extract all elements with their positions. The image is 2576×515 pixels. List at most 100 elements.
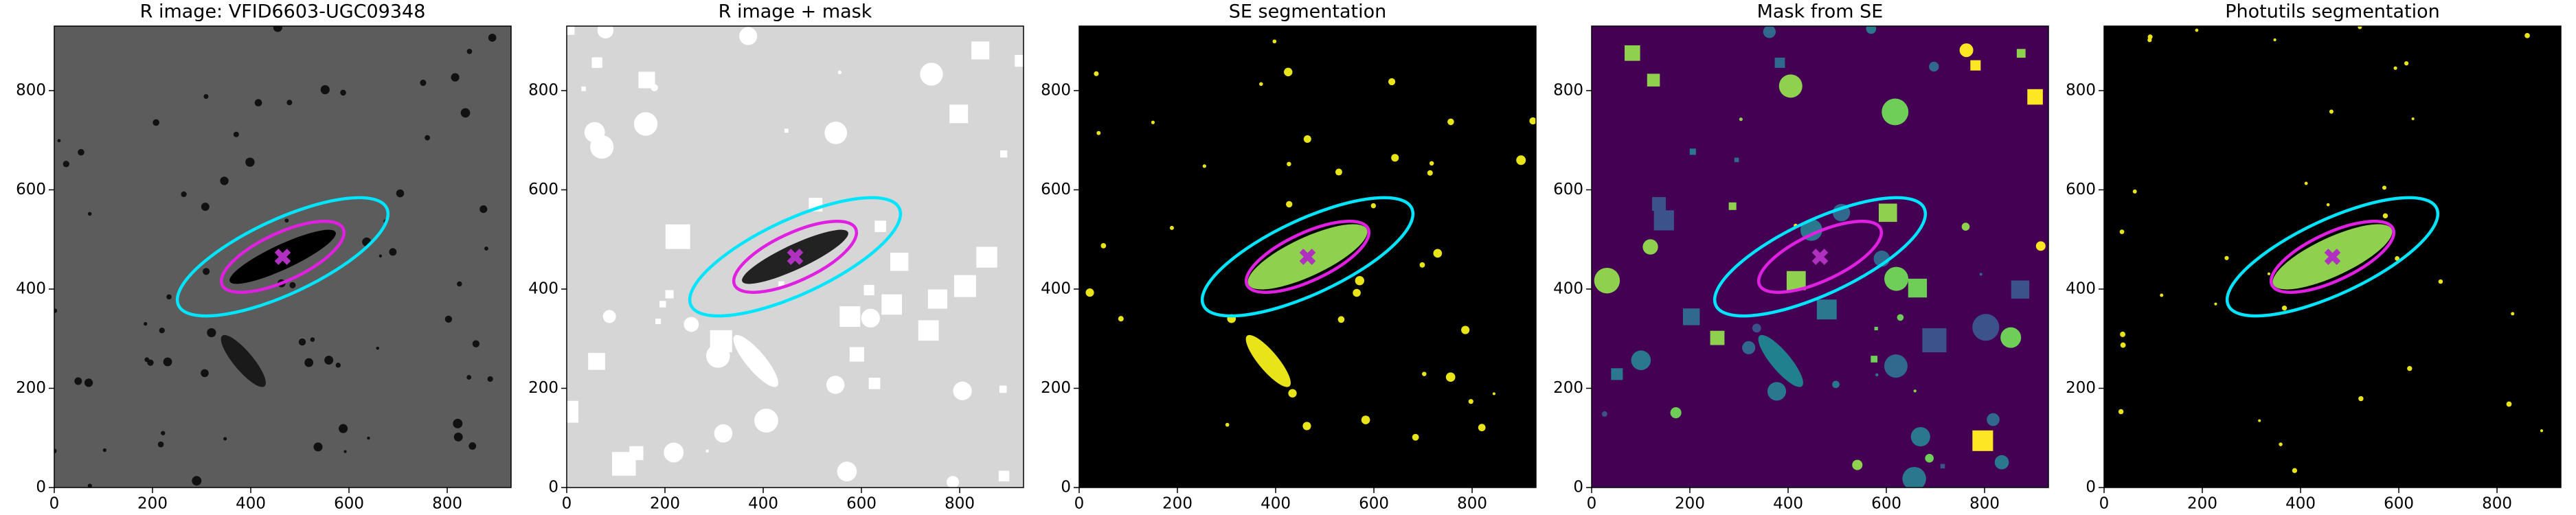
source xyxy=(1433,249,1443,258)
y-tick-label: 0 xyxy=(2086,479,2096,496)
aperture-ellipse xyxy=(219,220,346,294)
source xyxy=(1642,239,1658,255)
x-tick-label: 800 xyxy=(2482,495,2512,513)
source xyxy=(2281,306,2287,311)
source xyxy=(425,135,431,141)
source xyxy=(289,282,296,288)
panel-title: R image: VFID6603-UGC09348 xyxy=(140,1,426,23)
source xyxy=(1094,71,1099,76)
source xyxy=(1884,354,1908,378)
source xyxy=(2224,255,2229,260)
source xyxy=(2118,409,2124,415)
x-tick-label: 200 xyxy=(1162,495,1193,513)
source xyxy=(1884,266,1909,291)
source xyxy=(778,281,784,288)
x-tick-label: 600 xyxy=(1359,495,1389,513)
source xyxy=(2326,203,2330,207)
source xyxy=(78,148,84,156)
source xyxy=(1940,464,1945,469)
source xyxy=(1763,26,1776,38)
source xyxy=(1897,314,1904,321)
source xyxy=(837,461,857,481)
source xyxy=(1422,371,1427,376)
source xyxy=(157,441,164,448)
source xyxy=(1786,271,1806,290)
y-tick-label: 400 xyxy=(528,279,558,297)
y-tick-label: 800 xyxy=(1553,81,1583,99)
source xyxy=(2279,442,2283,446)
source xyxy=(824,122,848,144)
source xyxy=(286,100,293,106)
aperture-ellipse xyxy=(732,220,859,294)
source xyxy=(1874,326,1878,331)
source xyxy=(1925,454,1934,463)
source xyxy=(1778,74,1803,98)
source xyxy=(203,268,210,275)
source xyxy=(87,211,92,216)
source xyxy=(313,442,323,452)
source xyxy=(1800,218,1822,241)
source xyxy=(953,275,976,297)
source xyxy=(1972,430,1993,451)
source xyxy=(1447,118,1454,126)
source xyxy=(1734,157,1739,163)
x-tick-label: 0 xyxy=(49,495,60,513)
source xyxy=(2258,419,2261,422)
source xyxy=(273,26,282,32)
y-tick-label: 0 xyxy=(1573,479,1583,496)
source xyxy=(1970,60,1981,71)
source xyxy=(2120,342,2126,348)
y-tick-label: 200 xyxy=(1553,379,1583,397)
source xyxy=(457,281,462,287)
source xyxy=(1910,426,1930,447)
panel-title: Photutils segmentation xyxy=(2225,1,2440,23)
center-marker xyxy=(1811,249,1829,265)
source xyxy=(927,289,947,309)
companion-galaxy xyxy=(221,334,266,387)
source xyxy=(1259,82,1263,87)
source xyxy=(1689,148,1696,155)
source xyxy=(683,317,699,332)
source xyxy=(57,139,61,143)
y-tick-label: 800 xyxy=(16,81,46,99)
x-tick-label: 800 xyxy=(945,495,975,513)
source xyxy=(1468,399,1473,404)
y-tick-label: 400 xyxy=(2066,279,2096,297)
companion-galaxy xyxy=(733,334,778,387)
source xyxy=(655,319,662,325)
source xyxy=(1445,372,1456,382)
source xyxy=(479,205,488,214)
source xyxy=(826,376,845,394)
source xyxy=(245,157,255,167)
source xyxy=(201,369,209,378)
source xyxy=(1710,330,1725,345)
source xyxy=(881,294,903,315)
source xyxy=(839,306,861,328)
panel: Photutils segmentation 0 200 400 600 800 0 200 4… xyxy=(2066,1,2562,513)
source xyxy=(1225,422,1230,427)
aperture-ellipse xyxy=(1713,196,1928,318)
x-tick-label: 400 xyxy=(1773,495,1803,513)
source xyxy=(706,344,730,368)
source xyxy=(2267,272,2270,275)
x-tick-label: 200 xyxy=(650,495,680,513)
source xyxy=(971,41,990,60)
source xyxy=(602,310,616,323)
source xyxy=(1653,210,1674,231)
source xyxy=(379,254,383,258)
source xyxy=(420,79,427,87)
source xyxy=(254,99,262,106)
source xyxy=(1929,61,1939,72)
source xyxy=(1774,57,1785,68)
companion-galaxy xyxy=(1758,334,1803,387)
source xyxy=(484,247,488,251)
source xyxy=(147,359,154,366)
source xyxy=(1878,203,1897,222)
source xyxy=(460,108,471,118)
source xyxy=(220,176,229,185)
source xyxy=(444,315,453,323)
x-tick-label: 400 xyxy=(1261,495,1291,513)
source xyxy=(1302,422,1311,431)
source xyxy=(918,320,939,341)
center-marker xyxy=(1299,249,1316,265)
